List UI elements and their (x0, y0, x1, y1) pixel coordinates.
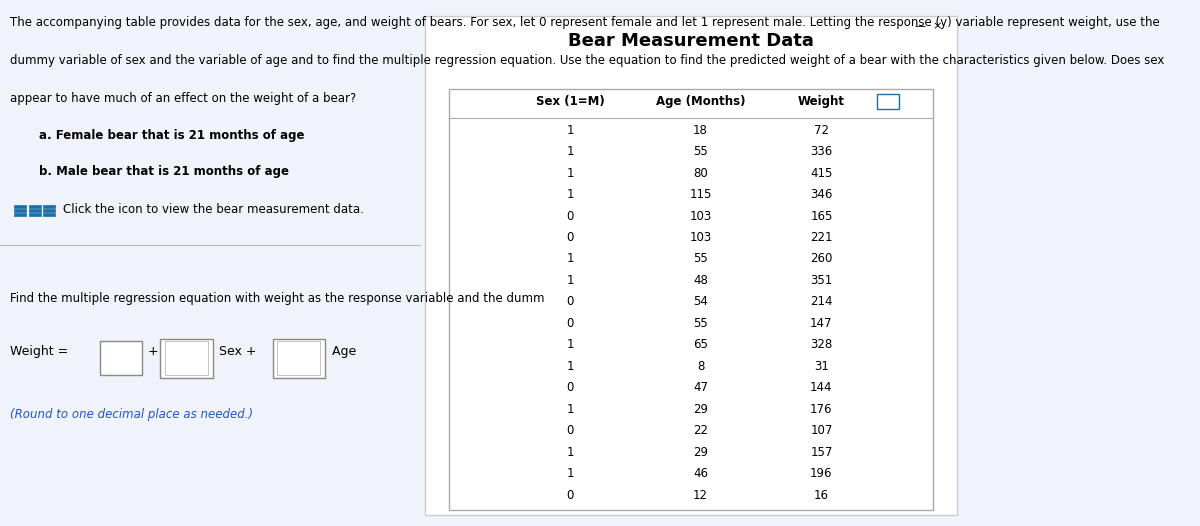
Text: 1: 1 (566, 252, 574, 266)
Text: 0: 0 (566, 489, 574, 502)
Text: 0: 0 (566, 381, 574, 394)
Text: 0: 0 (566, 317, 574, 330)
FancyBboxPatch shape (29, 205, 41, 208)
Text: 1: 1 (566, 338, 574, 351)
Text: 196: 196 (810, 467, 833, 480)
Text: 1: 1 (566, 403, 574, 416)
FancyBboxPatch shape (277, 341, 320, 375)
Text: Age (Months): Age (Months) (656, 95, 745, 108)
Text: 8: 8 (697, 360, 704, 373)
Text: 29: 29 (694, 403, 708, 416)
Text: 47: 47 (694, 381, 708, 394)
Text: 1: 1 (566, 145, 574, 158)
Text: Sex +: Sex + (216, 345, 260, 358)
Text: 0: 0 (566, 231, 574, 244)
FancyBboxPatch shape (14, 205, 26, 208)
Text: 176: 176 (810, 403, 833, 416)
FancyBboxPatch shape (449, 89, 932, 510)
Text: 157: 157 (810, 446, 833, 459)
Text: 48: 48 (694, 274, 708, 287)
FancyBboxPatch shape (425, 16, 956, 515)
Text: 1: 1 (566, 124, 574, 137)
Text: 0: 0 (566, 209, 574, 222)
FancyBboxPatch shape (43, 213, 55, 216)
Text: —  ×: — × (914, 21, 942, 31)
Text: 1: 1 (566, 167, 574, 179)
Text: 260: 260 (810, 252, 833, 266)
FancyBboxPatch shape (14, 209, 26, 212)
Text: 55: 55 (694, 317, 708, 330)
Text: Weight =: Weight = (10, 345, 72, 358)
FancyBboxPatch shape (43, 209, 55, 212)
FancyBboxPatch shape (100, 341, 142, 375)
Text: Bear Measurement Data: Bear Measurement Data (568, 32, 814, 49)
FancyBboxPatch shape (29, 213, 41, 216)
Text: Sex (1=M): Sex (1=M) (535, 95, 605, 108)
Text: a. Female bear that is 21 months of age: a. Female bear that is 21 months of age (38, 129, 304, 143)
Text: 103: 103 (690, 231, 712, 244)
Text: 0: 0 (566, 424, 574, 437)
Text: 22: 22 (694, 424, 708, 437)
Text: 103: 103 (690, 209, 712, 222)
Text: (Round to one decimal place as needed.): (Round to one decimal place as needed.) (10, 408, 253, 421)
Text: The accompanying table provides data for the sex, age, and weight of bears. For : The accompanying table provides data for… (10, 16, 1159, 29)
Text: appear to have much of an effect on the weight of a bear?: appear to have much of an effect on the … (10, 92, 356, 105)
Text: Click the icon to view the bear measurement data.: Click the icon to view the bear measurem… (62, 203, 364, 216)
Text: 18: 18 (694, 124, 708, 137)
Text: 221: 221 (810, 231, 833, 244)
Text: 214: 214 (810, 296, 833, 308)
Text: 55: 55 (694, 145, 708, 158)
Text: 54: 54 (694, 296, 708, 308)
Text: 144: 144 (810, 381, 833, 394)
Text: Age: Age (328, 345, 356, 358)
Text: Find the multiple regression equation with weight as the response variable and t: Find the multiple regression equation wi… (10, 292, 544, 306)
Text: b. Male bear that is 21 months of age: b. Male bear that is 21 months of age (38, 165, 289, 178)
Text: 1: 1 (566, 188, 574, 201)
Text: 0: 0 (566, 296, 574, 308)
Text: 16: 16 (814, 489, 829, 502)
Text: 72: 72 (814, 124, 829, 137)
Text: 346: 346 (810, 188, 833, 201)
Text: 336: 336 (810, 145, 833, 158)
Text: 46: 46 (694, 467, 708, 480)
FancyBboxPatch shape (29, 209, 41, 212)
Text: 165: 165 (810, 209, 833, 222)
Text: 29: 29 (694, 446, 708, 459)
Text: 1: 1 (566, 274, 574, 287)
Text: 31: 31 (814, 360, 829, 373)
Text: 415: 415 (810, 167, 833, 179)
FancyBboxPatch shape (14, 213, 26, 216)
Text: 147: 147 (810, 317, 833, 330)
FancyBboxPatch shape (166, 341, 208, 375)
Text: 1: 1 (566, 360, 574, 373)
Text: 351: 351 (810, 274, 833, 287)
FancyBboxPatch shape (272, 339, 325, 378)
Text: 107: 107 (810, 424, 833, 437)
Text: 1: 1 (566, 446, 574, 459)
FancyBboxPatch shape (161, 339, 212, 378)
Text: 115: 115 (689, 188, 712, 201)
Text: 1: 1 (566, 467, 574, 480)
FancyBboxPatch shape (43, 205, 55, 208)
Text: 328: 328 (810, 338, 833, 351)
Text: 12: 12 (694, 489, 708, 502)
Text: Weight: Weight (798, 95, 845, 108)
Text: 80: 80 (694, 167, 708, 179)
Text: +: + (148, 345, 158, 358)
Text: 55: 55 (694, 252, 708, 266)
Text: dummy variable of sex and the variable of age and to find the multiple regressio: dummy variable of sex and the variable o… (10, 54, 1164, 67)
Text: 65: 65 (694, 338, 708, 351)
FancyBboxPatch shape (877, 94, 899, 109)
